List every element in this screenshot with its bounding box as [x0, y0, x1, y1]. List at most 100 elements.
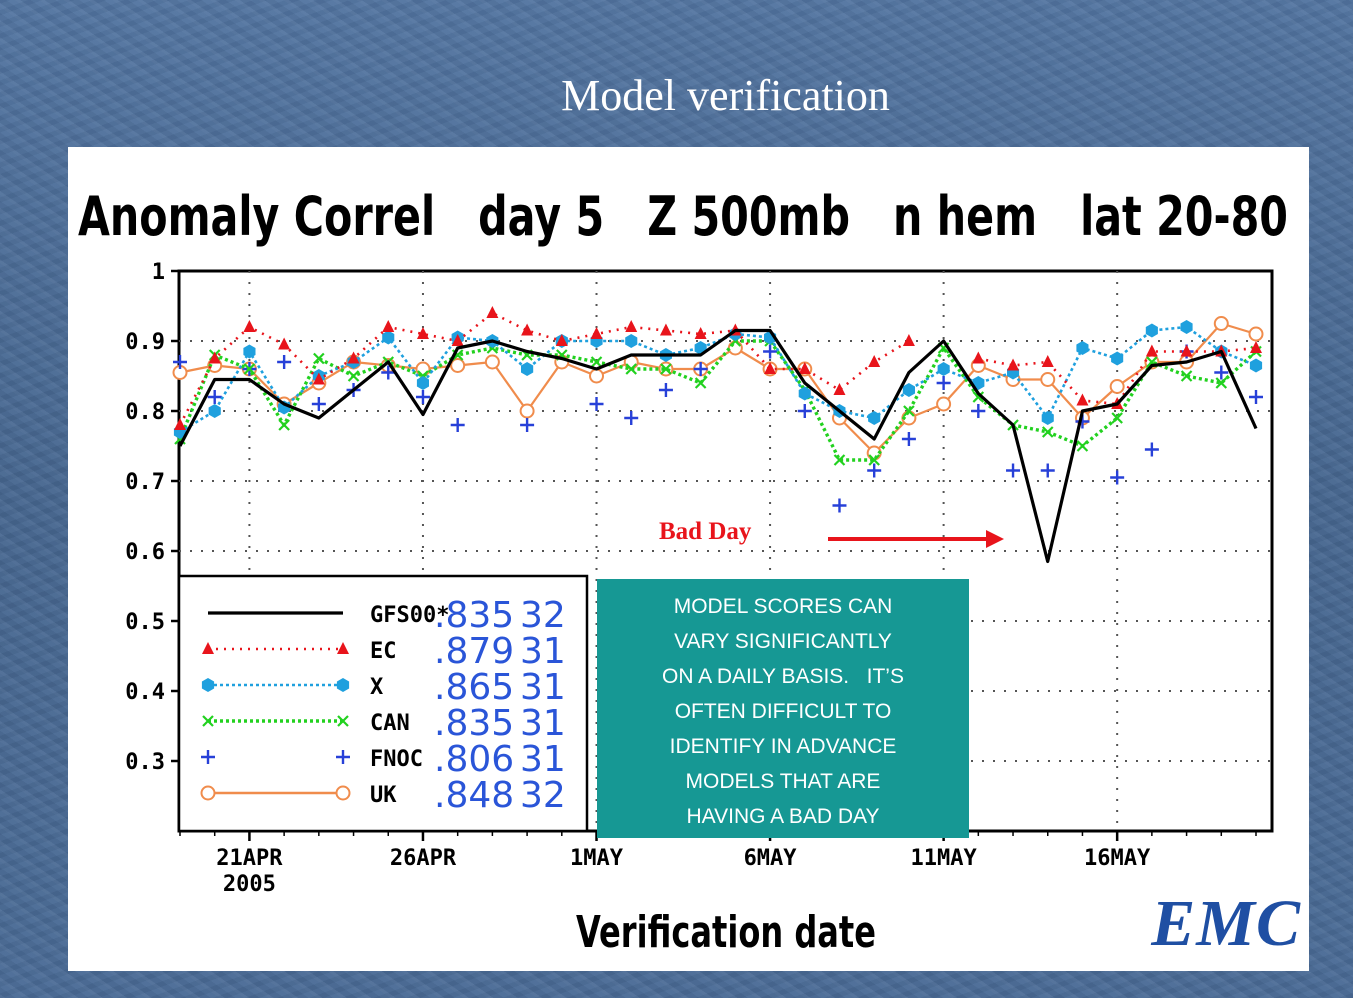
data-point-x	[625, 334, 638, 348]
data-point-uk	[1213, 316, 1229, 331]
legend-score: .879	[434, 631, 514, 672]
data-point-can	[590, 356, 603, 368]
y-tick-label: 0.5	[125, 610, 165, 635]
data-point-uk	[519, 403, 535, 419]
series-can	[174, 335, 1262, 466]
legend-score: .848	[434, 775, 514, 816]
y-axis-ticks: 1 0.9 0.8 0.7 0.6 0.5 0.4 0.3	[125, 260, 179, 775]
data-series	[172, 306, 1264, 564]
data-point-ec	[451, 334, 464, 346]
legend-count: 32	[520, 595, 566, 636]
data-point-can	[1111, 412, 1123, 424]
legend-count: 31	[520, 667, 566, 708]
data-point-ec	[694, 327, 707, 339]
data-point-ec	[382, 320, 395, 332]
data-point-fnoc	[763, 344, 778, 359]
data-point-fnoc	[832, 498, 847, 513]
data-point-can	[1076, 440, 1089, 452]
data-point-ec	[521, 323, 534, 336]
x-tick-label: 16MAY	[1084, 846, 1151, 871]
data-point-uk	[484, 354, 500, 370]
data-point-fnoc	[1214, 365, 1229, 380]
legend-score: .835	[434, 703, 514, 744]
x-tick-label: 6MAY	[744, 846, 798, 871]
callout-line: ON A DAILY BASIS. IT’S	[662, 665, 904, 688]
legend-marker-ec	[337, 642, 349, 654]
data-point-ec	[555, 334, 568, 346]
callout-line: HAVING A BAD DAY	[686, 805, 880, 828]
data-point-uk	[450, 358, 466, 373]
data-point-ec	[868, 355, 881, 367]
data-point-fnoc	[415, 390, 430, 404]
series-uk	[172, 316, 1264, 461]
data-point-fnoc	[589, 397, 604, 411]
callout-line: VARY SIGNIFICANTLY	[674, 630, 892, 653]
legend-marker-can	[202, 715, 214, 727]
legend-count: 31	[520, 739, 566, 780]
data-point-fnoc	[173, 355, 187, 369]
data-point-fnoc	[1006, 463, 1021, 478]
data-point-ec	[833, 383, 846, 395]
legend-series-name: X	[370, 675, 383, 700]
legend-marker-uk	[200, 785, 216, 801]
data-point-x	[1180, 320, 1193, 334]
data-point-ec	[278, 337, 291, 350]
data-point-ec	[1145, 344, 1158, 357]
data-point-fnoc	[381, 365, 396, 380]
data-point-ec	[1007, 358, 1020, 371]
data-point-ec	[174, 418, 186, 430]
data-point-ec	[486, 306, 499, 318]
data-point-uk	[415, 361, 431, 377]
data-point-can	[313, 352, 325, 365]
chart-panel: Anomaly Correl day 5 Z 500mb n hem lat 2…	[68, 147, 1309, 971]
legend-series-name: FNOC	[370, 747, 423, 772]
series-gfs00	[178, 328, 1258, 564]
y-tick-label: 0.9	[125, 330, 165, 355]
data-point-ec	[764, 362, 777, 374]
x-tick-label: 11MAY	[910, 846, 977, 871]
y-tick-label: 0.8	[125, 400, 165, 425]
legend-marker-fnoc	[336, 750, 350, 764]
y-tick-label: 0.6	[125, 540, 165, 565]
data-point-fnoc	[1040, 463, 1055, 478]
data-point-x	[1249, 358, 1263, 373]
x-axis-label: Verification date	[576, 907, 876, 958]
data-point-x	[382, 330, 395, 345]
data-point-uk	[1248, 326, 1264, 342]
data-point-can	[243, 363, 256, 375]
legend-marker-uk	[335, 785, 351, 801]
y-tick-label: 0.7	[125, 470, 165, 495]
emc-logo: EMC	[1151, 887, 1301, 960]
data-point-ec	[625, 320, 638, 332]
data-point-ec	[1041, 355, 1054, 367]
legend-series-name: EC	[370, 639, 397, 664]
x-tick-label: 21APR	[216, 846, 283, 871]
series-line-gfs00	[178, 328, 1258, 564]
data-point-uk	[727, 340, 743, 356]
data-point-can	[625, 363, 638, 375]
data-point-fnoc	[658, 383, 673, 397]
data-point-x	[1111, 351, 1124, 366]
data-point-x	[798, 386, 811, 401]
legend-marker-fnoc	[201, 750, 215, 764]
data-point-can	[833, 454, 846, 466]
data-point-ec	[902, 334, 915, 346]
legend-marker-x	[336, 678, 350, 692]
data-point-x	[1041, 411, 1054, 425]
data-point-uk	[1040, 372, 1056, 387]
data-point-uk	[936, 396, 952, 412]
legend-marker-ec	[202, 642, 214, 654]
data-point-ec	[590, 327, 603, 339]
series-x	[173, 320, 1263, 439]
x-tick-label: 1MAY	[570, 846, 624, 871]
x-tick-label: 26APR	[390, 846, 457, 871]
data-point-fnoc	[311, 397, 326, 411]
data-point-fnoc	[520, 418, 535, 432]
legend-count: 31	[520, 631, 566, 672]
x-tick-sublabel: 2005	[223, 872, 276, 897]
data-point-x	[416, 376, 429, 390]
chart-title: Anomaly Correl day 5 Z 500mb n hem lat 2…	[78, 185, 1288, 248]
data-point-fnoc	[936, 376, 951, 390]
data-point-fnoc	[901, 432, 916, 446]
